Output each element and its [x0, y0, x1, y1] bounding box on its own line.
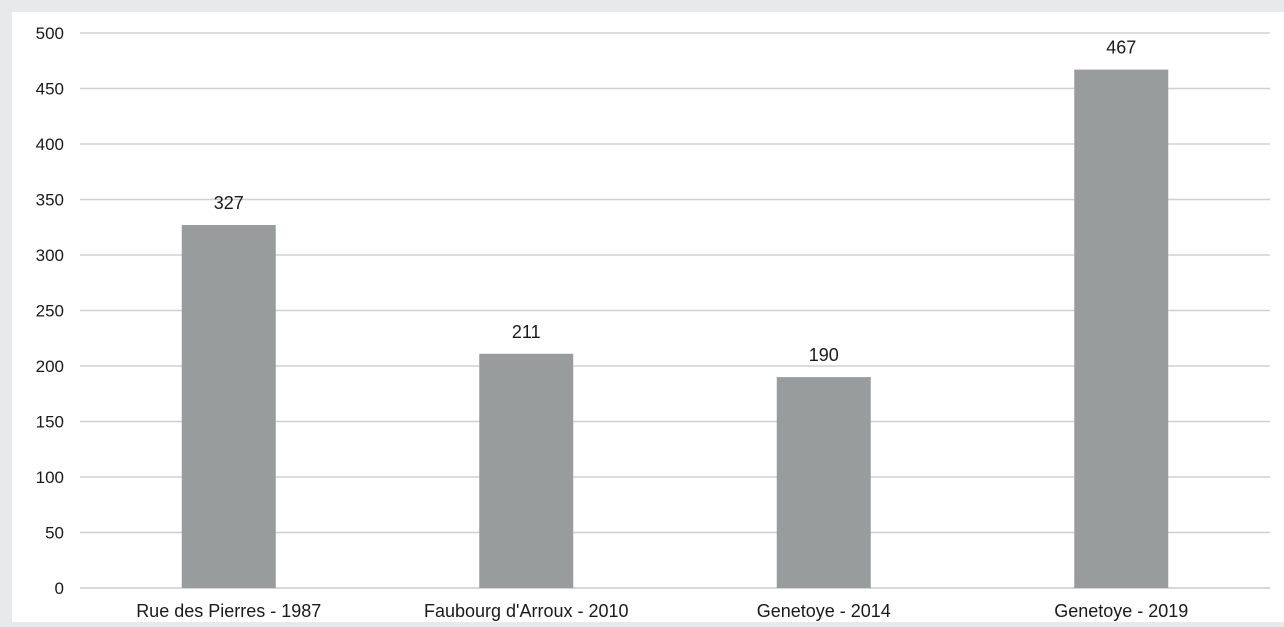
bar	[181, 225, 276, 588]
data-label: 211	[512, 322, 541, 342]
y-tick-label: 200	[36, 357, 64, 376]
bar	[1074, 69, 1169, 588]
y-tick-label: 450	[36, 80, 64, 99]
bars	[181, 69, 1169, 588]
x-category-label: Faubourg d'Arroux - 2010	[424, 601, 629, 621]
bar	[776, 377, 871, 588]
y-tick-label: 50	[45, 524, 64, 543]
x-category-label: Rue des Pierres - 1987	[136, 601, 321, 621]
y-tick-label: 0	[55, 579, 64, 598]
y-tick-label: 100	[36, 468, 64, 487]
gridlines	[80, 32, 1270, 589]
data-label: 327	[214, 193, 244, 213]
y-tick-label: 250	[36, 302, 64, 321]
y-tick-label: 300	[36, 246, 64, 265]
y-tick-label: 400	[36, 135, 64, 154]
y-tick-label: 350	[36, 191, 64, 210]
x-axis-category-labels: Rue des Pierres - 1987 Faubourg d'Arroux …	[136, 601, 1188, 621]
y-tick-label: 500	[36, 24, 64, 43]
data-labels: 327 211 190 467	[214, 38, 1137, 365]
data-label: 467	[1106, 38, 1136, 58]
y-axis-tick-labels: 0 50 100 150 200 250 300 350 400 450 500	[36, 24, 64, 598]
x-category-label: Genetoye - 2019	[1054, 601, 1188, 621]
x-category-label: Genetoye - 2014	[757, 601, 891, 621]
bar	[479, 353, 574, 588]
data-label: 190	[809, 345, 839, 365]
y-tick-label: 150	[36, 413, 64, 432]
